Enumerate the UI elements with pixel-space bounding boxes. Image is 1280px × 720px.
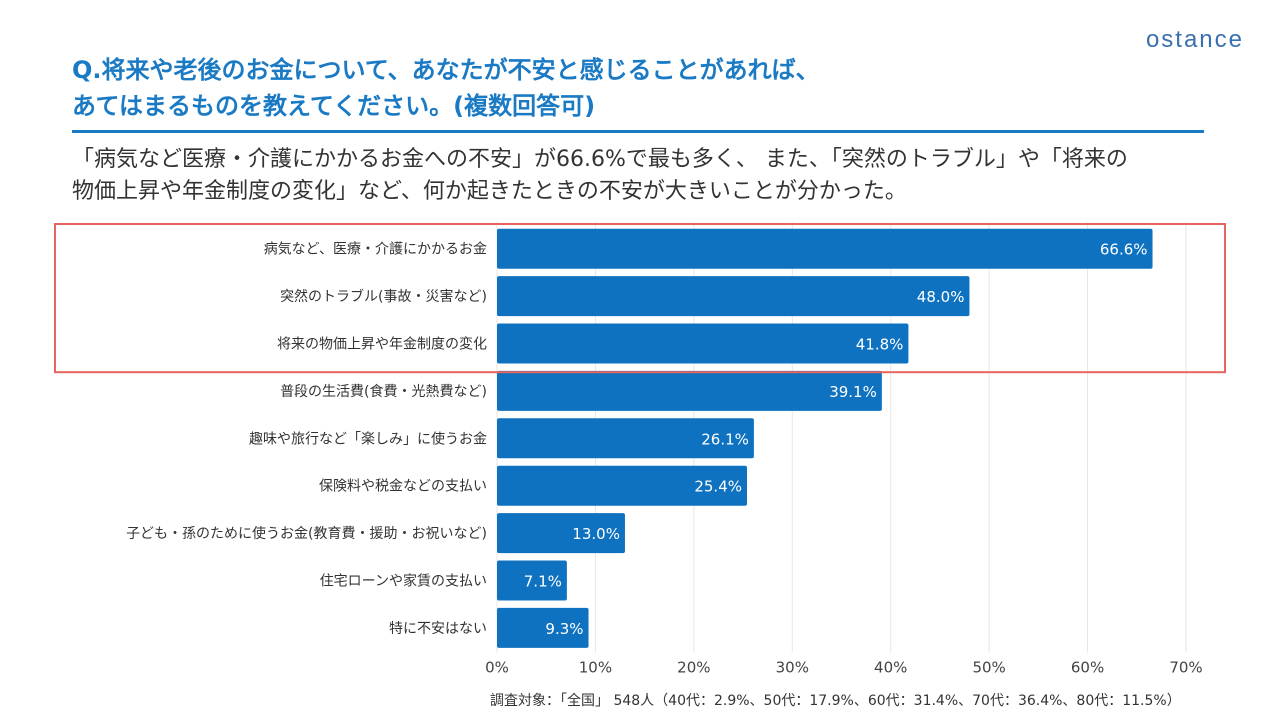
category-label: 突然のトラブル(事故・災害など) (280, 288, 487, 305)
category-label: 保険料や税金などの支払い (319, 479, 487, 495)
value-label: 48.0% (917, 288, 965, 306)
highlight-box (54, 223, 1226, 374)
summary-line-1: 「病気など医療・介護にかかるお金への不安」が66.6%で最も多く、 また、「突然… (72, 147, 1128, 172)
value-label: 13.0% (572, 525, 620, 543)
x-tick-label: 70% (1169, 659, 1202, 677)
summary-text: 「病気など医療・介護にかかるお金への不安」が66.6%で最も多く、 また、「突然… (72, 144, 1232, 208)
question-title-line-1: Q.将来や老後のお金について、あなたが不安と感じることがあれば、 (72, 56, 820, 84)
bar (497, 418, 754, 459)
bar (497, 465, 748, 506)
value-label: 9.3% (545, 620, 583, 638)
bar (497, 560, 567, 601)
x-tick-label: 50% (972, 659, 1005, 677)
value-label: 25.4% (694, 478, 742, 496)
question-title: Q.将来や老後のお金について、あなたが不安と感じることがあれば、 あてはまるもの… (72, 52, 1072, 124)
survey-footnote: 調査対象：「全国」 548人（40代：2.9%、50代：17.9%、60代：31… (490, 693, 1181, 709)
x-tick-label: 40% (874, 659, 907, 677)
bar (497, 607, 589, 648)
x-tick-label: 20% (677, 659, 710, 677)
value-label: 41.8% (856, 336, 904, 354)
category-label: 趣味や旅行など「楽しみ」に使うお金 (249, 430, 487, 447)
bar (497, 228, 1153, 269)
category-label: 住宅ローンや家賃の支払い (320, 573, 487, 590)
bar (497, 370, 882, 411)
category-label: 病気など、医療・介護にかかるお金 (264, 241, 487, 258)
bar (497, 513, 625, 554)
title-divider (72, 130, 1204, 133)
value-label: 66.6% (1100, 241, 1148, 259)
category-label: 将来の物価上昇や年金制度の変化 (277, 336, 487, 353)
value-label: 7.1% (524, 573, 562, 591)
x-tick-label: 60% (1071, 659, 1104, 677)
bar (497, 323, 909, 364)
category-label: 特に不安はない (389, 621, 487, 637)
category-label: 普段の生活費(食費・光熱費など) (280, 383, 487, 400)
question-title-line-2: あてはまるものを教えてください。(複数回答可) (72, 92, 596, 120)
x-tick-label: 30% (776, 659, 809, 677)
value-label: 39.1% (829, 383, 877, 401)
bar (497, 276, 970, 317)
brand-logo: ostance (1145, 26, 1244, 53)
x-tick-label: 10% (579, 659, 612, 677)
value-label: 26.1% (701, 430, 749, 448)
x-tick-label: 0% (485, 659, 509, 677)
summary-line-2: 物価上昇や年金制度の変化」など、何か起きたときの不安が大きいことが分かった。 (72, 179, 907, 204)
category-label: 子ども・孫のために使うお金(教育費・援助・お祝いなど) (126, 525, 487, 542)
